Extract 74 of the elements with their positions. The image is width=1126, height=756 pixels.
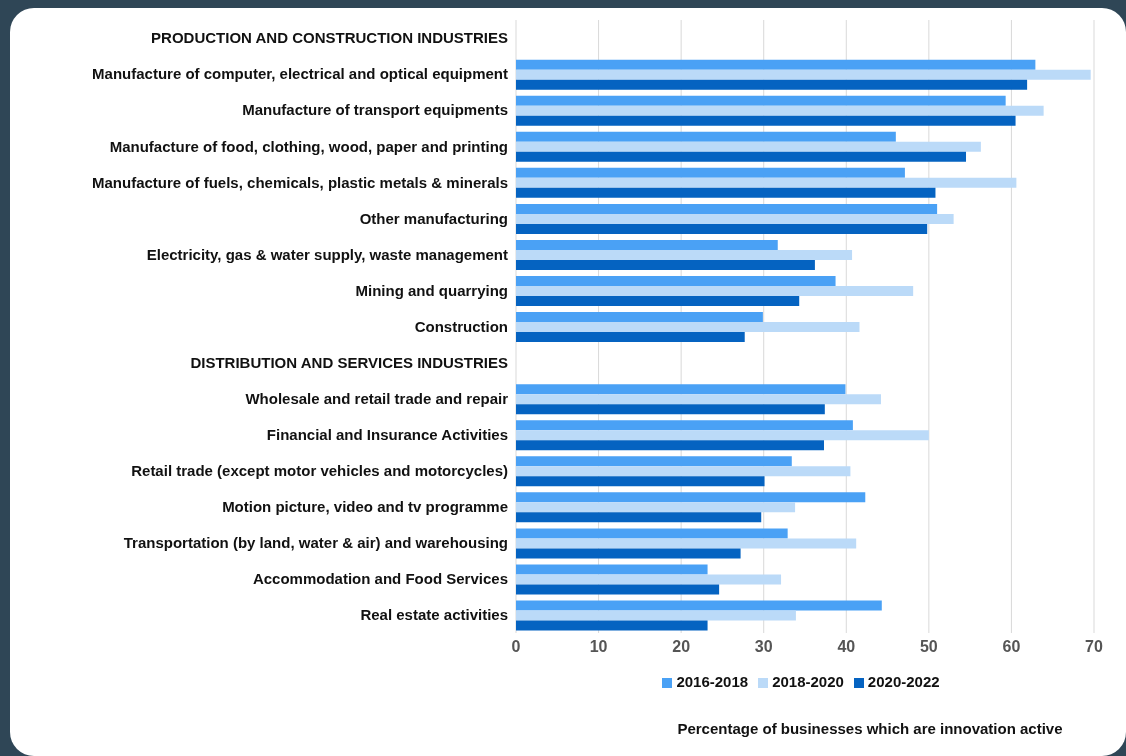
bar [516,502,796,513]
legend-label: 2018-2020 [772,673,844,690]
y-tick-label: Retail trade (except motor vehicles and motorcycles) [131,462,508,480]
y-tick-label: Manufacture of food, clothing, wood, paper and printing [109,137,508,155]
bar [516,259,815,270]
bar [516,151,967,162]
bar [516,332,745,343]
bar [516,249,853,260]
bar [516,286,914,297]
bar [516,430,929,441]
y-tick-label: Construction [414,317,508,335]
x-tick-label: 40 [837,638,856,656]
bar [516,203,938,214]
y-tick-label: Manufacture of transport equipments [242,101,508,119]
y-tick-label: Financial and Insurance Activities [266,426,508,443]
bar [516,384,846,395]
bar [516,420,853,431]
bar [516,512,762,523]
bar [516,394,881,405]
y-tick-label: Accommodation and Food Services [252,570,508,588]
legend-label: 2016-2018 [676,673,749,690]
bar [516,466,851,477]
bar [516,177,1017,188]
bar [516,59,1036,70]
x-tick-label: 10 [589,638,608,656]
bar [516,187,936,198]
x-tick-label: 60 [1002,638,1021,656]
bar [516,492,866,503]
bar [516,620,708,631]
bar [516,574,782,585]
x-tick-label: 70 [1085,638,1103,656]
bar [516,440,824,451]
x-tick-label: 0 [511,638,521,656]
y-tick-label: Real estate activities [360,606,508,624]
y-tick-label: DISTRIBUTION AND SERVICES INDUSTRIES [190,353,508,371]
y-tick-label: Manufacture of computer, electrical and optical equipment [92,65,508,83]
y-tick-label: Mining and quarrying [355,281,508,299]
bar [516,105,1044,116]
bar [516,600,882,611]
x-axis-title: Percentage of businesses which are innovation active [676,720,1064,737]
y-tick-label: Other manufacturing [359,209,508,227]
bar [516,69,1091,80]
y-tick-label: Manufacture of fuels, chemicals, plastic metals & minerals [92,173,508,191]
bar [516,131,896,142]
bar [516,95,1006,106]
bar [516,564,708,575]
y-tick-label: Wholesale and retail trade and repair [245,389,509,407]
legend-label: 2020-2022 [867,673,940,690]
bar [516,476,765,487]
bar [516,141,981,152]
bar [516,239,778,250]
bar [516,548,741,559]
bar [516,276,836,287]
y-tick-label: Transportation (by land, water & air) and warehousing [123,534,508,552]
bar [516,296,800,307]
bar [516,79,1028,90]
x-tick-label: 30 [754,638,773,656]
x-tick-label: 20 [672,638,691,656]
y-tick-label: Electricity, gas & water supply, waste management [146,245,508,263]
bar [516,456,792,467]
bar [516,584,720,595]
y-tick-label: PRODUCTION AND CONSTRUCTION INDUSTRIES [151,29,508,47]
bar [516,528,788,539]
bar [516,610,796,621]
x-tick-label: 50 [919,638,938,656]
y-tick-label: Motion picture, video and tv programme [222,498,508,516]
bar [516,404,825,415]
bar [516,322,860,333]
bar [516,538,857,549]
bar [516,213,954,224]
bar [516,167,905,178]
bar [516,115,1016,126]
bar [516,312,763,323]
bar [516,223,928,234]
